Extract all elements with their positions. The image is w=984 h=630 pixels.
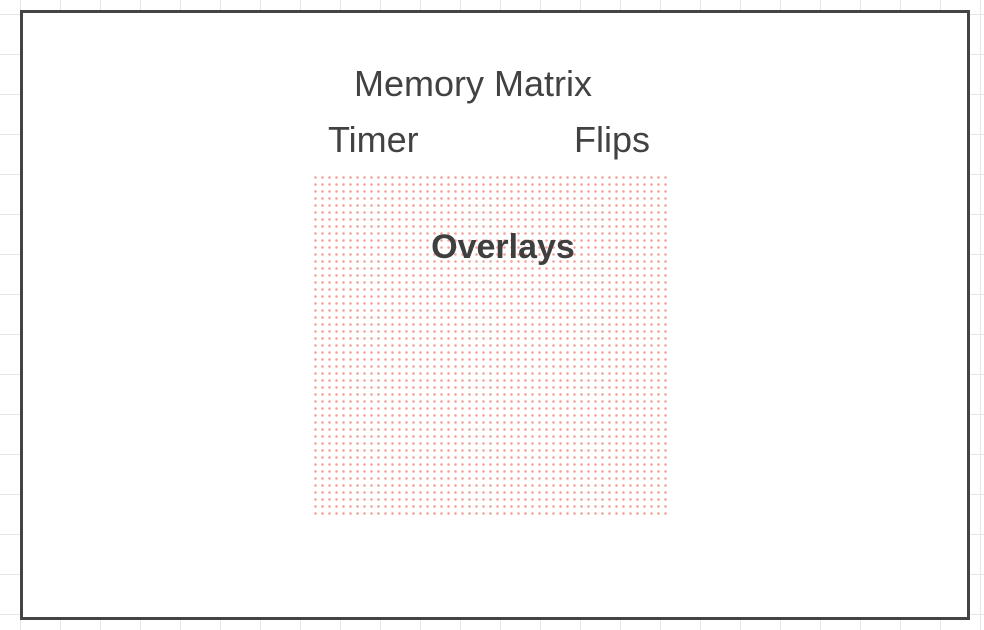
game-title: Memory Matrix: [353, 63, 592, 104]
overlays-region: Overlays: [311, 173, 669, 519]
overlays-label: Overlays: [431, 228, 575, 266]
game-frame: Memory Matrix Timer Flips Overlays: [20, 10, 970, 620]
flips-label: Flips: [574, 119, 651, 160]
timer-label: Timer: [328, 119, 419, 160]
